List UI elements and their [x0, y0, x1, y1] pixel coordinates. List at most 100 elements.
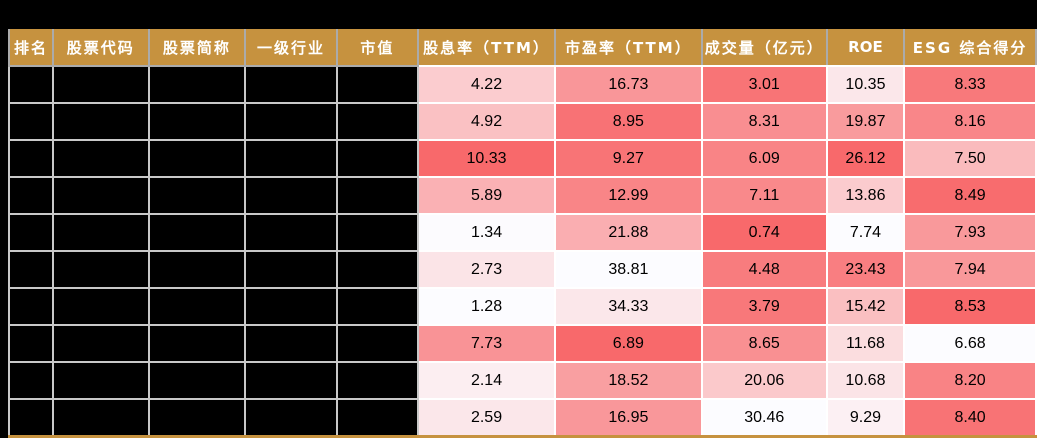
table-row: 1.28 34.33 3.79 15.42 8.53	[8, 287, 1037, 326]
pe-ttm-cell: 38.81	[553, 250, 703, 289]
col-header-rank: 排名	[8, 29, 54, 67]
esg-score-cell: 8.40	[903, 398, 1037, 438]
dividend-yield-ttm-cell: 1.28	[417, 287, 556, 326]
pe-ttm-cell: 18.52	[553, 361, 703, 400]
table-body: 4.22 16.73 3.01 10.35 8.33 4.92 8.95 8.31 19.87 8…	[8, 65, 1037, 438]
esg-score-cell: 8.16	[903, 102, 1037, 141]
redacted-cell-rank	[8, 213, 54, 252]
turnover-cell: 30.46	[700, 398, 828, 438]
redacted-cell-stock-code	[51, 176, 150, 215]
redacted-cell-market-cap	[335, 65, 420, 104]
pe-ttm-cell: 6.89	[553, 324, 703, 363]
esg-score-cell: 6.68	[903, 324, 1037, 363]
table-row: 7.73 6.89 8.65 11.68 6.68	[8, 324, 1037, 363]
roe-cell: 7.74	[825, 213, 906, 252]
redacted-cell-rank	[8, 176, 54, 215]
table-row: 5.89 12.99 7.11 13.86 8.49	[8, 176, 1037, 215]
esg-score-cell: 8.53	[903, 287, 1037, 326]
table-row: 4.92 8.95 8.31 19.87 8.16	[8, 102, 1037, 141]
redacted-cell-industry	[244, 287, 338, 326]
table-row: 2.59 16.95 30.46 9.29 8.40	[8, 398, 1037, 438]
redacted-cell-rank	[8, 398, 54, 438]
col-header-stock-code: 股票代码	[51, 29, 150, 67]
pe-ttm-cell: 21.88	[553, 213, 703, 252]
turnover-cell: 8.65	[700, 324, 828, 363]
esg-score-cell: 7.93	[903, 213, 1037, 252]
redacted-cell-stock-code	[51, 139, 150, 178]
redacted-cell-rank	[8, 361, 54, 400]
roe-cell: 11.68	[825, 324, 906, 363]
redacted-cell-stock-code	[51, 250, 150, 289]
redacted-cell-market-cap	[335, 139, 420, 178]
roe-cell: 10.68	[825, 361, 906, 400]
dividend-yield-ttm-cell: 1.34	[417, 213, 556, 252]
col-header-turnover: 成交量（亿元）	[700, 29, 828, 67]
col-header-industry: 一级行业	[244, 29, 338, 67]
esg-score-cell: 7.50	[903, 139, 1037, 178]
redacted-cell-market-cap	[335, 176, 420, 215]
stock-esg-table: 排名 股票代码 股票简称 一级行业 市值 股息率（TTM） 市盈率（TTM） 成…	[8, 29, 1037, 438]
dividend-yield-ttm-cell: 2.73	[417, 250, 556, 289]
col-header-stock-name: 股票简称	[147, 29, 247, 67]
redacted-cell-market-cap	[335, 398, 420, 438]
redacted-cell-stock-code	[51, 213, 150, 252]
redacted-cell-stock-name	[147, 250, 247, 289]
redacted-cell-stock-code	[51, 361, 150, 400]
redacted-cell-stock-code	[51, 324, 150, 363]
turnover-cell: 0.74	[700, 213, 828, 252]
redacted-cell-market-cap	[335, 250, 420, 289]
redacted-cell-market-cap	[335, 361, 420, 400]
turnover-cell: 3.01	[700, 65, 828, 104]
pe-ttm-cell: 16.95	[553, 398, 703, 438]
table-row: 1.34 21.88 0.74 7.74 7.93	[8, 213, 1037, 252]
table-row: 4.22 16.73 3.01 10.35 8.33	[8, 65, 1037, 104]
redacted-cell-stock-code	[51, 65, 150, 104]
roe-cell: 10.35	[825, 65, 906, 104]
redacted-cell-stock-name	[147, 176, 247, 215]
redacted-cell-rank	[8, 65, 54, 104]
redacted-cell-stock-name	[147, 287, 247, 326]
esg-score-cell: 8.49	[903, 176, 1037, 215]
col-header-dividend-yield-ttm: 股息率（TTM）	[417, 29, 556, 67]
redacted-cell-stock-code	[51, 102, 150, 141]
table-row: 10.33 9.27 6.09 26.12 7.50	[8, 139, 1037, 178]
turnover-cell: 20.06	[700, 361, 828, 400]
redacted-cell-market-cap	[335, 287, 420, 326]
pe-ttm-cell: 16.73	[553, 65, 703, 104]
dividend-yield-ttm-cell: 4.92	[417, 102, 556, 141]
col-header-market-cap: 市值	[335, 29, 420, 67]
redacted-cell-market-cap	[335, 213, 420, 252]
turnover-cell: 8.31	[700, 102, 828, 141]
table-row: 2.14 18.52 20.06 10.68 8.20	[8, 361, 1037, 400]
redacted-cell-stock-code	[51, 287, 150, 326]
col-header-esg-score: ESG 综合得分	[903, 29, 1037, 67]
dividend-yield-ttm-cell: 10.33	[417, 139, 556, 178]
redacted-cell-stock-name	[147, 324, 247, 363]
turnover-cell: 4.48	[700, 250, 828, 289]
redacted-cell-rank	[8, 102, 54, 141]
turnover-cell: 6.09	[700, 139, 828, 178]
roe-cell: 23.43	[825, 250, 906, 289]
redacted-cell-stock-name	[147, 213, 247, 252]
redacted-cell-stock-name	[147, 102, 247, 141]
header-row: 排名 股票代码 股票简称 一级行业 市值 股息率（TTM） 市盈率（TTM） 成…	[8, 29, 1037, 67]
dividend-yield-ttm-cell: 5.89	[417, 176, 556, 215]
redacted-cell-rank	[8, 250, 54, 289]
redacted-cell-industry	[244, 250, 338, 289]
pe-ttm-cell: 34.33	[553, 287, 703, 326]
redacted-cell-stock-name	[147, 361, 247, 400]
roe-cell: 26.12	[825, 139, 906, 178]
redacted-cell-stock-name	[147, 139, 247, 178]
redacted-cell-stock-name	[147, 398, 247, 438]
redacted-cell-rank	[8, 139, 54, 178]
col-header-pe-ttm: 市盈率（TTM）	[553, 29, 703, 67]
dividend-yield-ttm-cell: 4.22	[417, 65, 556, 104]
redacted-cell-industry	[244, 102, 338, 141]
redacted-cell-industry	[244, 398, 338, 438]
dividend-yield-ttm-cell: 2.14	[417, 361, 556, 400]
roe-cell: 9.29	[825, 398, 906, 438]
redacted-cell-stock-code	[51, 398, 150, 438]
redacted-cell-market-cap	[335, 102, 420, 141]
esg-score-cell: 8.20	[903, 361, 1037, 400]
pe-ttm-cell: 8.95	[553, 102, 703, 141]
